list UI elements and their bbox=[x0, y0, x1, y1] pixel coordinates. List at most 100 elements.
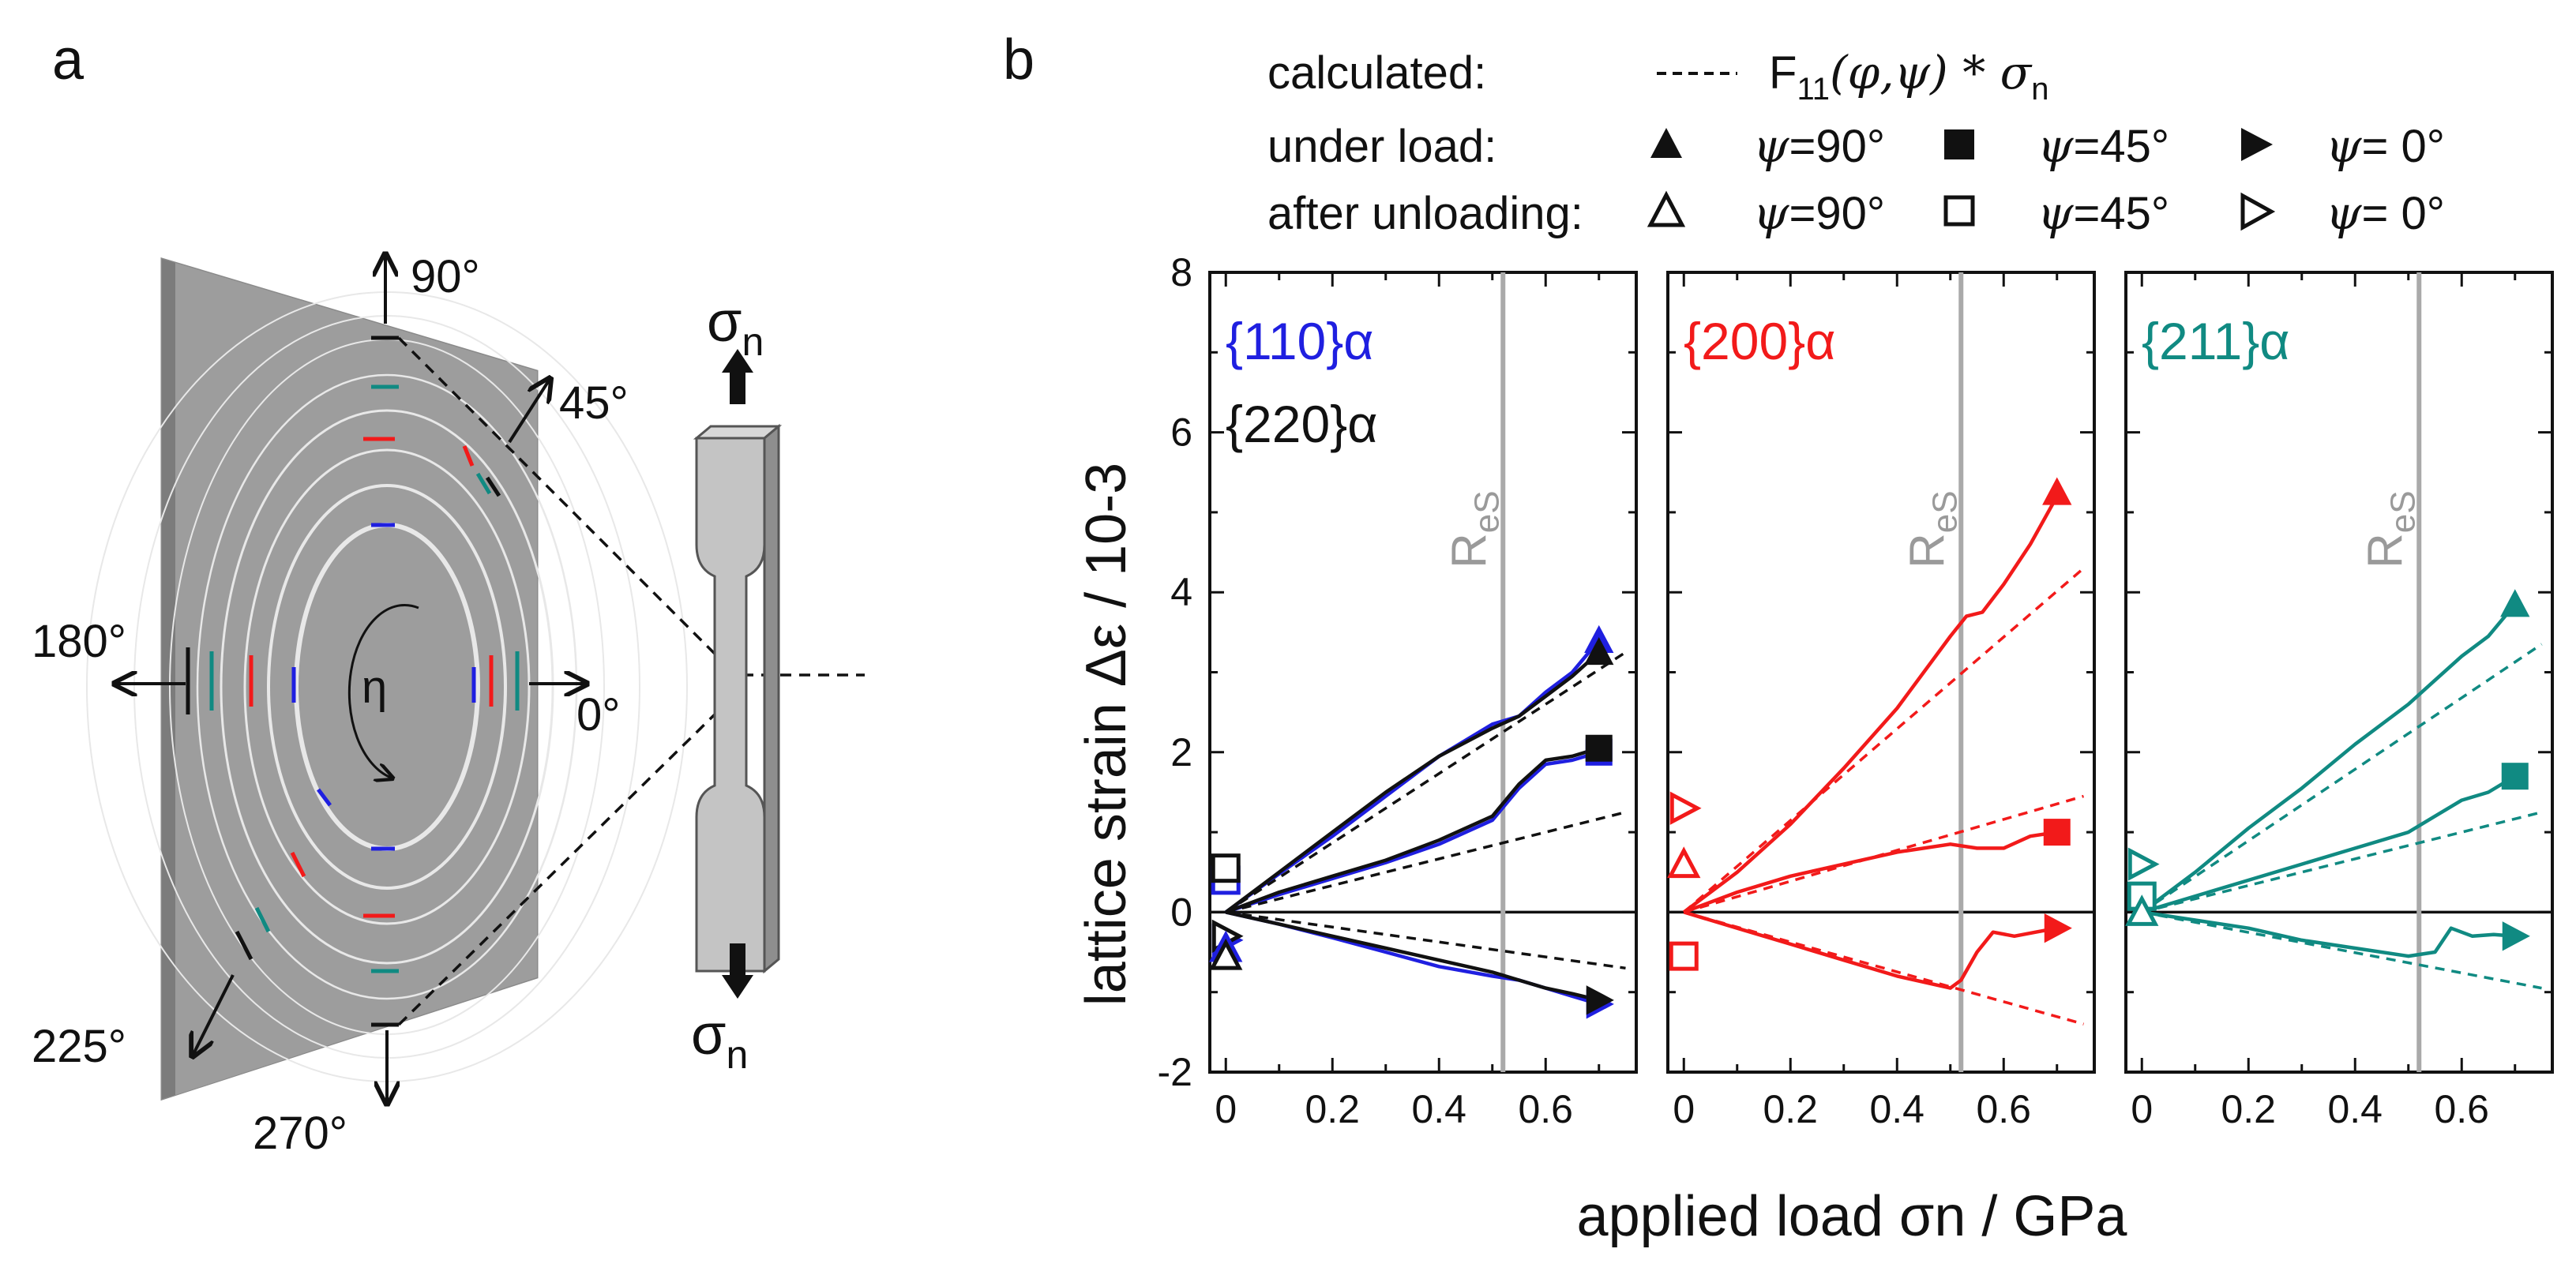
y-tick-label: 0 bbox=[1170, 890, 1192, 934]
series-line bbox=[1225, 746, 1600, 914]
data-marker-square bbox=[1585, 734, 1613, 762]
x-tick-label: 0.6 bbox=[2434, 1087, 2489, 1131]
reflection-marks bbox=[186, 336, 520, 1027]
x-tick-label: 0.4 bbox=[2327, 1087, 2383, 1131]
data-marker-triangle-up bbox=[2125, 894, 2159, 926]
series-line bbox=[1224, 651, 1601, 914]
y-tick-label: -2 bbox=[1158, 1050, 1192, 1094]
y-tick-label: 2 bbox=[1170, 730, 1192, 774]
data-marker-triangle-right bbox=[2044, 913, 2072, 943]
x-tick-label: 0.4 bbox=[1411, 1087, 1466, 1131]
eta-label: η bbox=[362, 662, 387, 713]
x-tick-label: 0.2 bbox=[1763, 1087, 1818, 1131]
series-line bbox=[1683, 567, 2085, 913]
data-marker-triangle-right bbox=[2127, 847, 2160, 881]
angle-270: 270° bbox=[253, 1108, 347, 1159]
angle-225: 225° bbox=[32, 1021, 126, 1072]
angle-0: 0° bbox=[576, 689, 620, 741]
legend-after-psi45: ψ=45° bbox=[2037, 186, 2169, 240]
legend-square-filled-icon bbox=[1944, 129, 1974, 159]
projection-lines bbox=[397, 336, 865, 1026]
legend-after-unloading-label: after unloading: bbox=[1267, 188, 1583, 239]
load-arrow-down bbox=[722, 943, 753, 999]
legend-tri-up-filled-icon bbox=[1650, 128, 1682, 158]
series-line bbox=[1224, 639, 1601, 914]
panel-title: {211}α bbox=[2142, 312, 2289, 370]
x-tick-label: 0.4 bbox=[1869, 1087, 1924, 1131]
chart-panel-2: ReS 0 0.2 0.4 0.6 {211}α bbox=[2124, 271, 2554, 1131]
data-marker-triangle-up bbox=[2500, 589, 2530, 617]
legend-square-open-icon bbox=[1943, 195, 1975, 227]
sigma-top: σn bbox=[707, 291, 764, 364]
data-marker-square bbox=[2043, 819, 2071, 846]
data-marker-square bbox=[1669, 941, 1699, 971]
data-marker-triangle-up bbox=[1209, 938, 1243, 970]
data-marker-triangle-up bbox=[1584, 637, 1614, 666]
data-marker-triangle-up bbox=[1667, 846, 1701, 879]
res-label: ReS bbox=[1900, 490, 1964, 568]
y-tick-label: 6 bbox=[1170, 411, 1192, 455]
panel-a: a bbox=[32, 28, 865, 1159]
x-tick-label: 0.6 bbox=[1518, 1087, 1573, 1131]
series-line bbox=[1683, 910, 2084, 1026]
series-line bbox=[1225, 910, 1600, 1002]
series-line bbox=[1683, 830, 2058, 914]
series-line bbox=[2141, 811, 2542, 914]
legend-after-psi90: ψ=90° bbox=[1753, 186, 1885, 240]
panel-a-letter: a bbox=[52, 28, 84, 92]
panel-title: {110}α bbox=[1226, 312, 1373, 370]
legend: b calculated: F11(φ,ψ) * σn under load: … bbox=[1003, 28, 2445, 240]
panel-title-secondary: {220}α bbox=[1226, 395, 1377, 453]
res-label: ReS bbox=[1442, 490, 1506, 568]
legend-under-load-label: under load: bbox=[1267, 121, 1496, 172]
x-tick-label: 0.2 bbox=[2221, 1087, 2276, 1131]
legend-under-psi0: ψ= 0° bbox=[2326, 119, 2445, 173]
legend-formula: F11(φ,ψ) * σn bbox=[1769, 46, 2048, 107]
legend-tri-right-filled-icon bbox=[2241, 128, 2273, 161]
legend-calculated-label: calculated: bbox=[1267, 47, 1486, 99]
sigma-bottom: σn bbox=[691, 1003, 748, 1077]
series-line bbox=[1226, 910, 1626, 970]
angle-45: 45° bbox=[559, 377, 629, 429]
plot-frame bbox=[2124, 271, 2554, 1074]
series-line bbox=[1683, 794, 2084, 914]
legend-under-psi90: ψ=90° bbox=[1753, 119, 1885, 173]
chart-panel-1: ReS 0 0.2 0.4 0.6 {200}α bbox=[1666, 271, 2096, 1131]
panel-title: {200}α bbox=[1684, 312, 1835, 370]
series-line bbox=[2141, 774, 2516, 914]
x-tick-label: 0 bbox=[2131, 1087, 2153, 1131]
y-tick-label: 4 bbox=[1170, 570, 1192, 614]
charts: ReS 0 0.2 0.4 0.6 -2 0 2 4 6 8 {110}α {220}α ReS 0 0.2 0… bbox=[1158, 250, 2554, 1131]
data-marker-triangle-right bbox=[1669, 791, 1702, 825]
x-tick-label: 0 bbox=[1673, 1087, 1695, 1131]
x-tick-label: 0.2 bbox=[1305, 1087, 1360, 1131]
x-tick-label: 0.6 bbox=[1976, 1087, 2031, 1131]
plot-frame bbox=[1208, 271, 1638, 1074]
series-line bbox=[2140, 602, 2517, 914]
x-tick-label: 0 bbox=[1215, 1087, 1237, 1131]
legend-tri-right-open-icon bbox=[2240, 192, 2276, 231]
data-marker-square bbox=[1211, 853, 1241, 883]
series-line bbox=[1225, 750, 1600, 914]
panel-b-letter: b bbox=[1003, 28, 1035, 92]
detector-edge bbox=[162, 259, 175, 1099]
detector-face bbox=[175, 263, 537, 1095]
series-line bbox=[2141, 643, 2543, 913]
data-marker-triangle-up bbox=[2042, 477, 2072, 505]
series-line bbox=[1225, 651, 1627, 913]
angle-180: 180° bbox=[32, 616, 126, 667]
x-axis-title: applied load σn / GPa bbox=[1577, 1185, 2128, 1248]
series-line bbox=[2141, 910, 2542, 990]
data-marker-triangle-right bbox=[1586, 985, 1614, 1015]
legend-tri-up-open-icon bbox=[1647, 190, 1686, 227]
y-tick-label: 8 bbox=[1170, 250, 1192, 294]
series-line bbox=[1682, 495, 2059, 914]
arrow-225 bbox=[193, 974, 235, 1054]
angle-90: 90° bbox=[411, 251, 480, 302]
load-arrow-up bbox=[722, 349, 753, 404]
legend-after-psi0: ψ= 0° bbox=[2326, 186, 2445, 240]
eta-rotation-arrow bbox=[347, 604, 419, 778]
plot-frame bbox=[1666, 271, 2096, 1074]
data-marker-square bbox=[2501, 763, 2529, 790]
series-line bbox=[1683, 910, 2058, 990]
